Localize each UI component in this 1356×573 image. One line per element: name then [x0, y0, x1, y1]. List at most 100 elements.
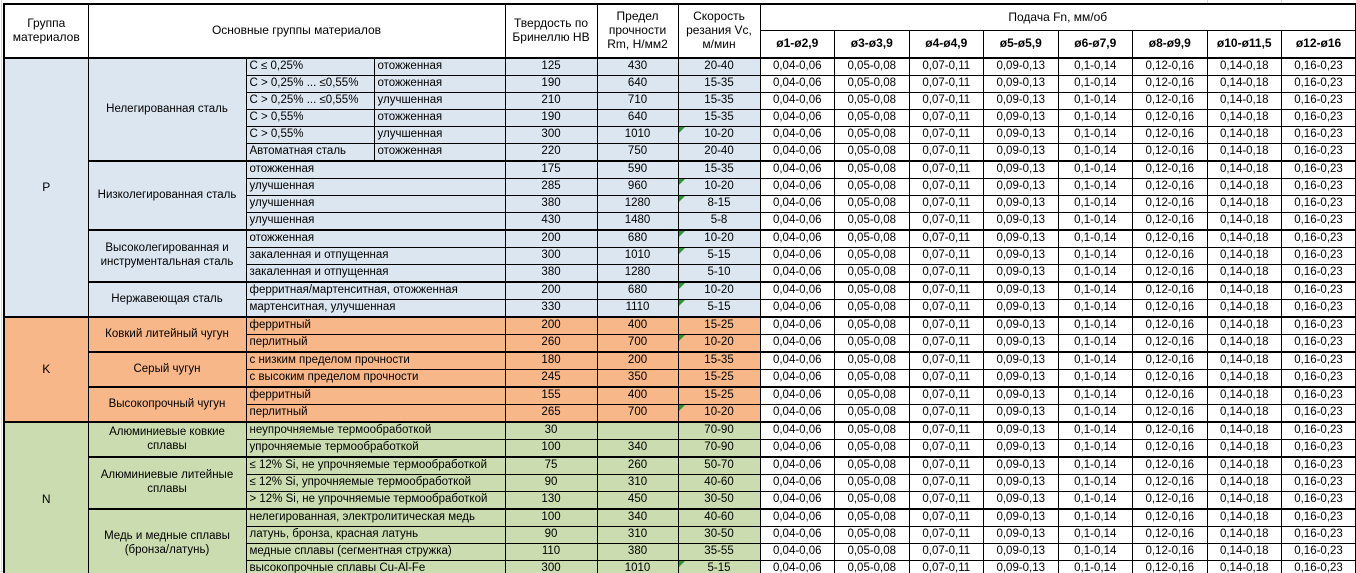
vc-cell[interactable]: 10-20 — [677, 404, 761, 423]
feed-title-header[interactable]: Подача Fn, мм/об — [759, 3, 1356, 31]
feed-cell[interactable]: 0,04-0,06 — [759, 299, 836, 318]
detail-state-cell[interactable]: отожженная — [373, 109, 506, 127]
feed-cell[interactable]: 0,16-0,23 — [1281, 212, 1356, 231]
hb-cell[interactable]: 90 — [504, 474, 598, 492]
rm-cell[interactable]: 1280 — [596, 195, 679, 213]
feed-cell[interactable]: 0,16-0,23 — [1281, 126, 1356, 144]
feed-cell[interactable]: 0,16-0,23 — [1281, 160, 1356, 179]
feed-cell[interactable]: 0,12-0,16 — [1132, 543, 1208, 561]
feed-cell[interactable]: 0,09-0,13 — [983, 474, 1059, 492]
detail-cell[interactable]: нелегированная, электролитическая медь — [245, 508, 506, 527]
feed-cell[interactable]: 0,07-0,11 — [908, 178, 985, 196]
detail-state-cell[interactable]: отожженная — [373, 143, 506, 162]
vc-cell[interactable]: 8-15 — [677, 195, 761, 213]
feed-cell[interactable]: 0,05-0,08 — [834, 143, 910, 162]
detail-state-cell[interactable]: отожженная — [373, 57, 506, 76]
feed-cell[interactable]: 0,05-0,08 — [834, 526, 910, 544]
feed-cell[interactable]: 0,05-0,08 — [834, 491, 910, 510]
feed-cell[interactable]: 0,07-0,11 — [908, 351, 985, 370]
hb-cell[interactable]: 130 — [504, 491, 598, 510]
subgroup-cell[interactable]: Алюминиевые литейные сплавы — [87, 456, 247, 510]
feed-cell[interactable]: 0,12-0,16 — [1132, 334, 1208, 353]
feed-cell[interactable]: 0,12-0,16 — [1132, 299, 1208, 318]
feed-cell[interactable]: 0,07-0,11 — [908, 543, 985, 561]
feed-cell[interactable]: 0,04-0,06 — [759, 439, 836, 458]
feed-diameter-header[interactable]: ø3-ø3,9 — [834, 30, 910, 59]
feed-cell[interactable]: 0,14-0,18 — [1206, 109, 1283, 127]
feed-cell[interactable]: 0,12-0,16 — [1132, 92, 1208, 110]
feed-cell[interactable]: 0,16-0,23 — [1281, 264, 1356, 283]
feed-cell[interactable]: 0,05-0,08 — [834, 543, 910, 561]
feed-cell[interactable]: 0,04-0,06 — [759, 560, 836, 573]
feed-cell[interactable]: 0,1-0,14 — [1057, 109, 1134, 127]
vc-cell[interactable]: 15-25 — [677, 316, 761, 335]
vc-cell[interactable]: 30-50 — [677, 526, 761, 544]
feed-cell[interactable]: 0,16-0,23 — [1281, 404, 1356, 423]
subgroup-cell[interactable]: Высоколегированная и инструментальная ст… — [87, 229, 247, 283]
feed-diameter-header[interactable]: ø10-ø11,5 — [1206, 30, 1283, 59]
subgroup-cell[interactable]: Нелегированная сталь — [87, 57, 247, 162]
feed-cell[interactable]: 0,09-0,13 — [983, 109, 1059, 127]
col-header-brinell-hardness[interactable]: Твердость по Бринеллю HB — [504, 3, 598, 59]
feed-cell[interactable]: 0,12-0,16 — [1132, 474, 1208, 492]
feed-cell[interactable]: 0,16-0,23 — [1281, 543, 1356, 561]
feed-cell[interactable]: 0,14-0,18 — [1206, 247, 1283, 265]
detail-cell[interactable]: ферритная/мартенситная, отожженная — [245, 281, 506, 300]
col-header-material-group[interactable]: Группа материалов — [3, 3, 89, 59]
detail-cell[interactable]: перлитный — [245, 334, 506, 353]
feed-cell[interactable]: 0,09-0,13 — [983, 247, 1059, 265]
feed-cell[interactable]: 0,12-0,16 — [1132, 386, 1208, 405]
feed-cell[interactable]: 0,16-0,23 — [1281, 75, 1356, 93]
vc-cell[interactable]: 10-20 — [677, 281, 761, 300]
feed-cell[interactable]: 0,05-0,08 — [834, 299, 910, 318]
rm-cell[interactable]: 380 — [596, 543, 679, 561]
hb-cell[interactable]: 300 — [504, 247, 598, 265]
feed-cell[interactable]: 0,16-0,23 — [1281, 109, 1356, 127]
feed-cell[interactable]: 0,1-0,14 — [1057, 421, 1134, 440]
detail-cell[interactable]: с высоким пределом прочности — [245, 369, 506, 388]
feed-cell[interactable]: 0,05-0,08 — [834, 508, 910, 527]
rm-cell[interactable]: 1010 — [596, 247, 679, 265]
feed-cell[interactable]: 0,12-0,16 — [1132, 229, 1208, 248]
feed-cell[interactable]: 0,1-0,14 — [1057, 526, 1134, 544]
feed-cell[interactable]: 0,05-0,08 — [834, 456, 910, 475]
feed-cell[interactable]: 0,14-0,18 — [1206, 195, 1283, 213]
feed-cell[interactable]: 0,14-0,18 — [1206, 386, 1283, 405]
feed-cell[interactable]: 0,14-0,18 — [1206, 404, 1283, 423]
feed-cell[interactable]: 0,16-0,23 — [1281, 560, 1356, 573]
vc-cell[interactable]: 10-20 — [677, 178, 761, 196]
feed-cell[interactable]: 0,07-0,11 — [908, 75, 985, 93]
feed-cell[interactable]: 0,09-0,13 — [983, 369, 1059, 388]
feed-cell[interactable]: 0,12-0,16 — [1132, 178, 1208, 196]
detail-condition-cell[interactable]: C > 0,25% ... ≤0,55% — [245, 92, 375, 110]
feed-cell[interactable]: 0,16-0,23 — [1281, 386, 1356, 405]
rm-cell[interactable]: 310 — [596, 526, 679, 544]
feed-cell[interactable]: 0,05-0,08 — [834, 247, 910, 265]
feed-cell[interactable]: 0,14-0,18 — [1206, 456, 1283, 475]
feed-cell[interactable]: 0,07-0,11 — [908, 281, 985, 300]
vc-cell[interactable]: 50-70 — [677, 456, 761, 475]
hb-cell[interactable]: 200 — [504, 281, 598, 300]
feed-cell[interactable]: 0,04-0,06 — [759, 92, 836, 110]
hb-cell[interactable]: 190 — [504, 75, 598, 93]
feed-cell[interactable]: 0,12-0,16 — [1132, 109, 1208, 127]
col-header-main-material-groups[interactable]: Основные группы материалов — [87, 3, 506, 59]
feed-cell[interactable]: 0,05-0,08 — [834, 229, 910, 248]
feed-cell[interactable]: 0,05-0,08 — [834, 109, 910, 127]
feed-cell[interactable]: 0,14-0,18 — [1206, 439, 1283, 458]
feed-cell[interactable]: 0,16-0,23 — [1281, 456, 1356, 475]
feed-cell[interactable]: 0,09-0,13 — [983, 543, 1059, 561]
group-cell[interactable]: K — [3, 316, 89, 423]
vc-cell[interactable]: 15-35 — [677, 75, 761, 93]
vc-cell[interactable]: 5-8 — [677, 212, 761, 231]
feed-cell[interactable]: 0,05-0,08 — [834, 404, 910, 423]
feed-cell[interactable]: 0,09-0,13 — [983, 229, 1059, 248]
hb-cell[interactable]: 285 — [504, 178, 598, 196]
feed-cell[interactable]: 0,14-0,18 — [1206, 299, 1283, 318]
rm-cell[interactable]: 350 — [596, 369, 679, 388]
feed-cell[interactable]: 0,04-0,06 — [759, 281, 836, 300]
feed-cell[interactable]: 0,09-0,13 — [983, 560, 1059, 573]
feed-cell[interactable]: 0,1-0,14 — [1057, 439, 1134, 458]
feed-cell[interactable]: 0,04-0,06 — [759, 229, 836, 248]
hb-cell[interactable]: 75 — [504, 456, 598, 475]
